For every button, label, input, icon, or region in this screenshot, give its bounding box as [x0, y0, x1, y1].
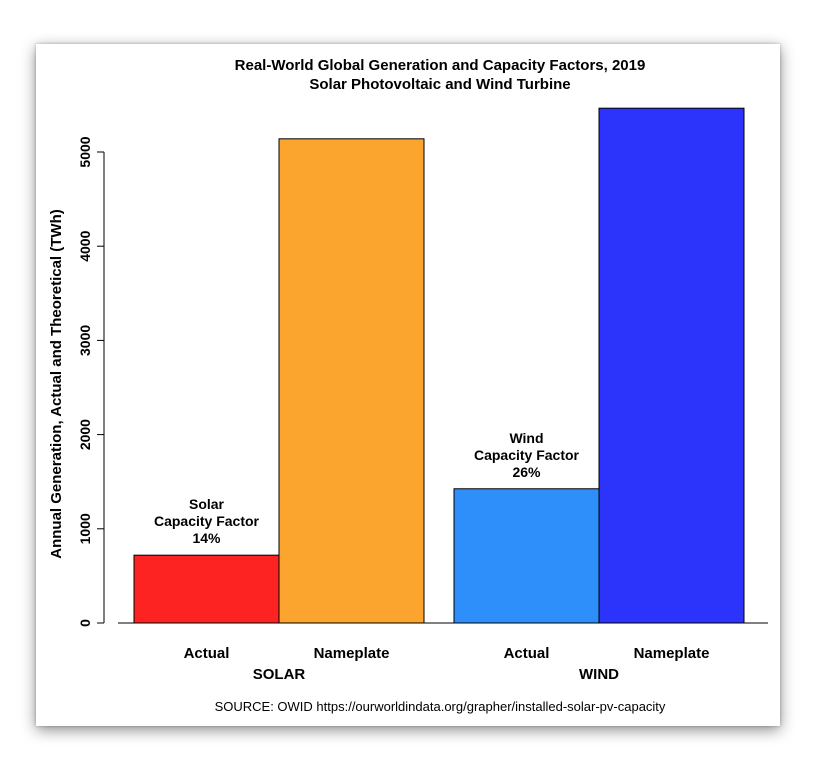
- group-label: WIND: [579, 666, 619, 683]
- y-tick-label: 5000: [77, 136, 93, 167]
- bar-wind-actual: [453, 488, 600, 624]
- y-tick-label: 2000: [77, 419, 93, 450]
- x-tick-label: Actual: [504, 645, 550, 662]
- group-label: SOLAR: [253, 666, 306, 683]
- annotation-line: Wind: [509, 430, 543, 446]
- y-tick-label: 3000: [77, 325, 93, 356]
- y-tick-label: 4000: [77, 230, 93, 261]
- bar-solar-actual: [133, 554, 280, 624]
- bar-wind-nameplate: [598, 107, 745, 624]
- y-tick-label: 1000: [77, 513, 93, 544]
- x-tick-label: Nameplate: [314, 645, 390, 662]
- x-tick-label: Actual: [184, 645, 230, 662]
- chart-title: Real-World Global Generation and Capacit…: [235, 57, 646, 74]
- x-labels: Actual Nameplate SOLAR Actual Nameplate WIND: [184, 645, 710, 683]
- annotation-line: 26%: [512, 464, 541, 480]
- y-axis-label: Annual Generation, Actual and Theoretica…: [48, 209, 65, 558]
- bar-solar-nameplate: [278, 138, 425, 624]
- x-tick-label: Nameplate: [634, 645, 710, 662]
- annotation-line: Solar: [189, 496, 225, 512]
- annotation-line: Capacity Factor: [154, 513, 260, 529]
- chart-subtitle: Solar Photovoltaic and Wind Turbine: [309, 76, 570, 93]
- bars: [133, 107, 745, 624]
- annotation-line: 14%: [192, 530, 221, 546]
- y-tick-label: 0: [77, 619, 93, 627]
- y-axis: 0 1000 2000 3000 4000 5000: [77, 136, 105, 627]
- annotation-line: Capacity Factor: [474, 447, 580, 463]
- source-note: SOURCE: OWID https://ourworldindata.org/…: [215, 699, 666, 714]
